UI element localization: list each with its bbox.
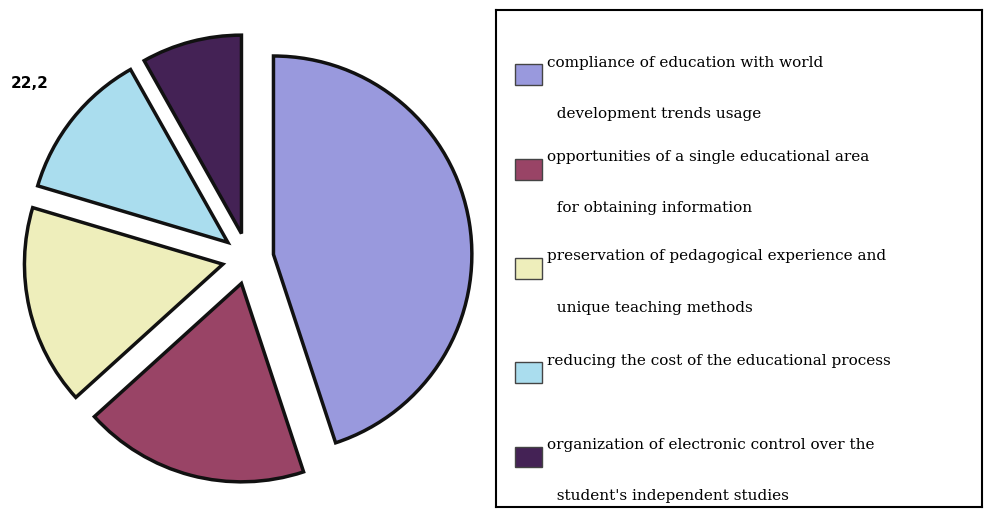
Text: 22,2: 22,2 — [11, 77, 49, 92]
Text: preservation of pedagogical experience and: preservation of pedagogical experience a… — [547, 250, 886, 264]
Wedge shape — [25, 208, 223, 398]
Text: student's independent studies: student's independent studies — [547, 489, 789, 503]
Wedge shape — [274, 56, 472, 443]
Bar — [516, 159, 543, 179]
Bar — [516, 447, 543, 467]
Bar — [516, 362, 543, 383]
Text: opportunities of a single educational area: opportunities of a single educational ar… — [547, 150, 869, 164]
Text: unique teaching methods: unique teaching methods — [547, 301, 753, 315]
Wedge shape — [94, 283, 304, 482]
Bar — [516, 65, 543, 85]
Bar — [516, 258, 543, 279]
Wedge shape — [38, 69, 228, 242]
Wedge shape — [144, 35, 241, 234]
Text: 81,5: 81,5 — [506, 207, 543, 222]
Text: development trends usage: development trends usage — [547, 107, 761, 121]
Text: organization of electronic control over the: organization of electronic control over … — [547, 438, 875, 452]
Text: compliance of education with world: compliance of education with world — [547, 56, 823, 70]
Text: for obtaining information: for obtaining information — [547, 202, 752, 216]
Text: reducing the cost of the educational process: reducing the cost of the educational pro… — [547, 354, 891, 368]
